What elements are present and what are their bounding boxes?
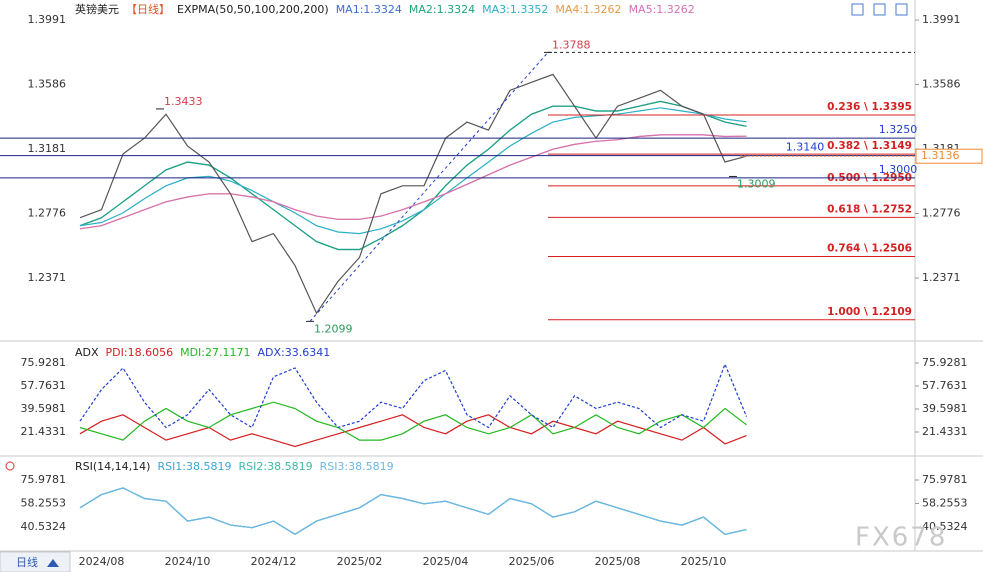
series-line xyxy=(79,487,747,536)
watermark: FX678 xyxy=(855,523,947,553)
series-line xyxy=(79,414,747,448)
last-price-tag xyxy=(915,148,983,164)
level-label: 1.3140 xyxy=(786,141,825,154)
x-tick-label: 2025/06 xyxy=(509,555,555,568)
y-tick-label: 75.9281 xyxy=(21,356,67,369)
series-line xyxy=(79,134,747,230)
legend-text: RSI1:38.5819 xyxy=(157,460,231,473)
series-line xyxy=(79,100,747,251)
x-tick-label: 2025/02 xyxy=(337,555,383,568)
extreme-label: 1.3788 xyxy=(552,38,591,51)
y-tick-label: 40.5324 xyxy=(21,520,67,533)
fib-label: 0.236 \ 1.3395 xyxy=(827,101,912,113)
y-tick-label: 1.3181 xyxy=(28,142,67,155)
series-line xyxy=(79,401,747,441)
legend-text: EXPMA(50,50,100,200,200) xyxy=(177,3,329,16)
fib-label: 0.764 \ 1.2506 xyxy=(827,243,912,255)
extreme-label: 1.2099 xyxy=(314,322,353,335)
legend-text: PDI:18.6056 xyxy=(106,346,174,359)
series-line xyxy=(79,487,747,536)
y-tick-label: 40.5324 xyxy=(922,520,968,533)
settings-icon[interactable] xyxy=(5,461,15,471)
y-tick-label: 1.2776 xyxy=(922,207,961,220)
icon[interactable] xyxy=(851,3,864,16)
last-price-label: 1.3136 xyxy=(921,149,960,162)
x-tick-label: 2025/08 xyxy=(595,555,641,568)
y-tick-label: 21.4331 xyxy=(21,425,67,438)
x-tick-label: 2024/08 xyxy=(79,555,125,568)
fib-label: 0.618 \ 1.2752 xyxy=(827,203,912,215)
price-line xyxy=(79,73,747,315)
y-tick-label: 39.5981 xyxy=(21,402,67,415)
legend-text: MA4:1.3262 xyxy=(555,3,621,16)
y-tick-label: 1.3586 xyxy=(922,78,961,91)
y-tick-label: 1.2371 xyxy=(922,271,961,284)
y-tick-label: 1.2371 xyxy=(28,271,67,284)
series-line xyxy=(79,100,747,251)
legend-text: MA2:1.3324 xyxy=(409,3,475,16)
y-tick-label: 1.3991 xyxy=(922,13,961,26)
series-line xyxy=(79,362,748,429)
legend-text: ADX xyxy=(75,346,99,359)
tab-arrow[interactable] xyxy=(47,559,59,567)
legend-text: 英镑美元 xyxy=(75,2,119,16)
y-tick-label: 75.9281 xyxy=(922,356,968,369)
y-tick-label: 57.7631 xyxy=(21,379,67,392)
icon[interactable] xyxy=(873,3,886,16)
trend-line xyxy=(309,52,549,322)
y-tick-label: 1.3991 xyxy=(28,13,67,26)
extreme-label: 1.3009 xyxy=(737,177,776,190)
level-label: 1.3000 xyxy=(879,163,918,176)
series-line xyxy=(79,487,747,536)
y-tick-label: 21.4331 xyxy=(922,425,968,438)
y-tick-label: 75.9781 xyxy=(21,473,67,486)
y-tick-label: 58.2553 xyxy=(21,497,67,510)
series-line xyxy=(79,107,747,235)
x-tick-label: 2024/12 xyxy=(251,555,297,568)
legend-text: MDI:27.1171 xyxy=(180,346,250,359)
x-tick-label: 2024/10 xyxy=(165,555,211,568)
y-tick-label: 39.5981 xyxy=(922,402,968,415)
x-tick-label: 2025/04 xyxy=(423,555,469,568)
y-tick-label: 1.3586 xyxy=(28,78,67,91)
legend-text: RSI3:38.5819 xyxy=(320,460,394,473)
fib-label: 1.000 \ 1.2109 xyxy=(827,306,912,318)
y-tick-label: 75.9781 xyxy=(922,473,968,486)
legend-text: MA5:1.3262 xyxy=(629,3,695,16)
legend-text: MA3:1.3352 xyxy=(482,3,548,16)
x-tick-label: 2025/10 xyxy=(681,555,727,568)
y-tick-label: 1.2776 xyxy=(28,207,67,220)
y-tick-label: 57.7631 xyxy=(922,379,968,392)
extreme-label: 1.3433 xyxy=(164,95,203,108)
icon[interactable] xyxy=(895,3,908,16)
legend-text: ADX:33.6341 xyxy=(257,346,330,359)
fib-label: 0.382 \ 1.3149 xyxy=(827,140,912,152)
period-tab-label[interactable]: 日线 xyxy=(16,555,38,569)
legend-text: RSI2:38.5819 xyxy=(239,460,313,473)
y-tick-label: 58.2553 xyxy=(922,497,968,510)
legend-text: 【日线】 xyxy=(126,2,170,16)
legend-text: MA1:1.3324 xyxy=(336,3,402,16)
toolbar-icons[interactable] xyxy=(851,3,908,16)
legend-text: RSI(14,14,14) xyxy=(75,460,150,473)
level-label: 1.3250 xyxy=(879,123,918,136)
